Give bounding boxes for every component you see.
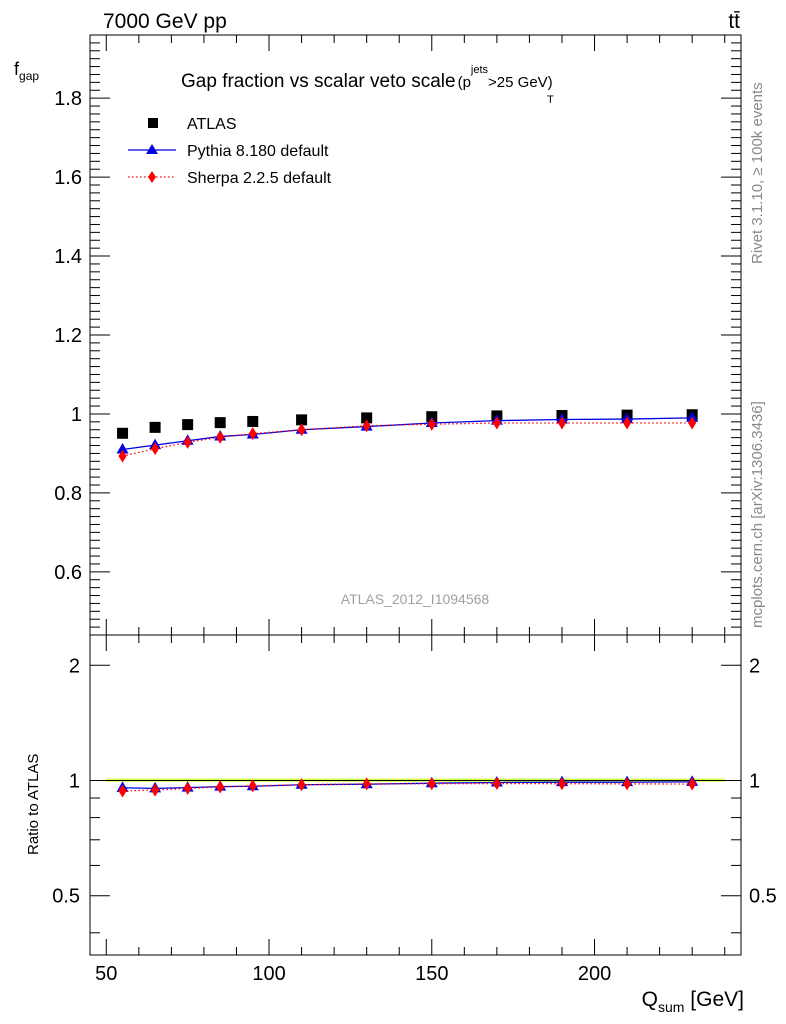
y-tick-label: 1 [71,404,82,426]
legend-atlas-label: ATLAS [187,116,237,133]
sherpa-2-2-5-default-point [362,419,371,433]
atlas-point [361,412,373,424]
sherpa-2-2-5-default-point [688,416,697,430]
y-tick-label: 1.6 [54,167,82,189]
sherpa-2-2-5-default-line [122,422,693,457]
sherpa-2-2-5-default-point [183,435,192,449]
sherpa-2-2-5-default-point [427,417,436,431]
sherpa-2-2-5-default-point [557,416,566,430]
beam-energy-label: 7000 GeV pp [103,10,227,33]
ratio-tick-label: 0.5 [52,886,80,908]
atlas-point [182,419,194,431]
sherpa-2-2-5-default-point [248,427,257,441]
x-axis-label: Qsum [GeV] [642,988,744,1015]
ratio-panel-marks [116,775,699,798]
pythia-8-180-default-ratio-line [122,781,693,789]
pythia-8-180-default-point [116,442,129,454]
atlas-point [247,415,259,427]
sherpa-2-2-5-default-ratio-point [688,777,697,791]
y-tick-label: 1.4 [54,246,82,268]
atlas-point [296,414,308,426]
ratio-tick-label-right: 0.5 [749,886,777,908]
legend-sherpa-marker [148,171,156,183]
y-tick-label: 0.8 [54,483,82,505]
x-tick-label: 100 [252,963,285,985]
sherpa-2-2-5-default-ratio-point [216,780,225,794]
sherpa-2-2-5-default-ratio-point [492,777,501,791]
ratio-tick-label: 2 [69,655,80,677]
sherpa-2-2-5-default-ratio-point [183,781,192,795]
x-tick-label: 150 [415,963,448,985]
process-label: tt̄ [728,10,740,33]
legend-pythia-label: Pythia 8.180 default [187,143,329,160]
sherpa-2-2-5-default-point [118,449,127,463]
axis-ticks: 50 100 150 200 0.6 0.8 1 1.2 1.4 1.6 1.8 0.5 0.5 1 1 2 2 [52,34,777,985]
atlas-point [117,427,129,439]
rivet-version-label: Rivet 3.1.10, ≥ 100k events [749,82,766,264]
sherpa-2-2-5-default-ratio-point [427,777,436,791]
legend-atlas-marker [148,118,158,128]
atlas-point [149,421,161,433]
sherpa-2-2-5-default-ratio-point [118,784,127,798]
pythia-8-180-default-line [122,417,693,451]
sherpa-2-2-5-default-ratio-point [623,777,632,791]
main-panel-marks [116,409,699,463]
sherpa-2-2-5-default-point [297,423,306,437]
ratio-tick-label-right: 2 [749,655,760,677]
title-pt-subscript: T [547,94,554,106]
y-axis-label: fgap [14,59,39,83]
sherpa-2-2-5-default-point [623,416,632,430]
ratio-tick-label: 1 [69,771,80,793]
chart-title: Gap fraction vs scalar veto scale (pjets>… [181,64,553,92]
analysis-id: ATLAS_2012_I1094568 [341,591,490,607]
sherpa-2-2-5-default-ratio-point [151,783,160,797]
ratio-tick-label-right: 1 [749,771,760,793]
sherpa-2-2-5-default-ratio-point [362,777,371,791]
sherpa-2-2-5-default-ratio-point [297,778,306,792]
sherpa-2-2-5-default-ratio-point [248,779,257,793]
x-tick-label: 200 [578,963,611,985]
sherpa-2-2-5-default-point [151,442,160,456]
ratio-axis-label: Ratio to ATLAS [25,754,42,855]
sherpa-2-2-5-default-point [216,430,225,444]
legend-pythia-marker [146,144,158,154]
y-tick-label: 1.2 [54,325,82,347]
x-tick-label: 50 [95,963,117,985]
y-tick-label: 1.8 [54,88,82,110]
sherpa-2-2-5-default-ratio-point [557,777,566,791]
y-tick-label: 0.6 [54,562,82,584]
mcplots-reference-label: mcplots.cern.ch [arXiv:1306.3436] [749,401,766,628]
legend-sherpa-label: Sherpa 2.2.5 default [187,170,332,187]
legend: ATLAS Pythia 8.180 default Sherpa 2.2.5 … [128,116,332,187]
ratio-frame [89,634,742,956]
ratio-band [90,778,741,782]
atlas-point [214,417,226,429]
sherpa-2-2-5-default-point [492,416,501,430]
